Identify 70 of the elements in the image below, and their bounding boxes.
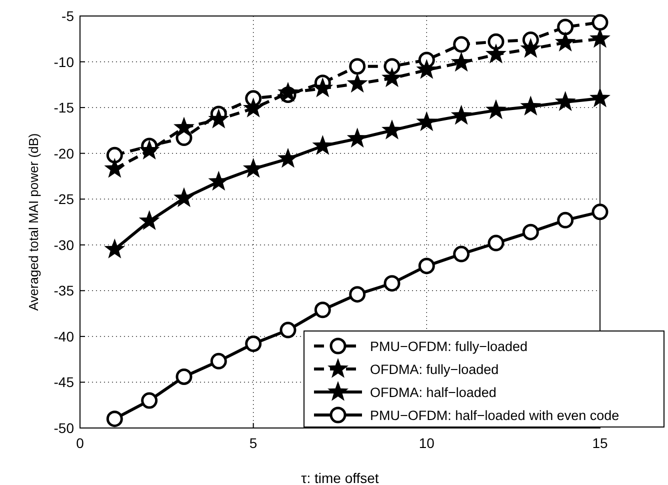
point <box>349 286 366 303</box>
point <box>210 352 227 370</box>
point <box>522 224 539 240</box>
point <box>346 128 368 148</box>
point <box>278 148 298 168</box>
point <box>382 119 402 140</box>
point <box>486 43 506 64</box>
point <box>278 82 298 102</box>
point <box>346 72 368 93</box>
y-tick-label: -45 <box>54 374 74 390</box>
point <box>450 52 472 72</box>
y-axis-title: Averaged total MAI power (dB) <box>26 133 41 311</box>
x-tick-label: 0 <box>76 435 84 451</box>
y-tick-label: -50 <box>54 420 74 436</box>
point <box>176 368 192 385</box>
point <box>520 38 542 58</box>
y-tick-label: -40 <box>54 328 74 344</box>
y-tick-label: -15 <box>54 100 74 116</box>
legend-label: OFDMA: half−loaded <box>370 385 496 400</box>
point <box>349 58 366 75</box>
point <box>554 32 576 52</box>
point <box>138 140 160 160</box>
point <box>453 246 470 262</box>
x-tick-label: 5 <box>249 435 258 451</box>
x-tick-label: 10 <box>418 435 435 451</box>
point <box>382 67 402 88</box>
point <box>245 336 262 352</box>
point <box>174 187 194 208</box>
y-tick-label: -10 <box>54 54 74 70</box>
point <box>312 135 334 155</box>
point <box>314 302 331 318</box>
point <box>486 99 506 120</box>
point <box>557 212 574 228</box>
point <box>520 96 542 116</box>
point <box>416 59 438 79</box>
point <box>280 322 296 338</box>
point <box>488 234 504 252</box>
legend-label: OFDMA: fully−loaded <box>370 362 499 377</box>
point <box>416 111 438 132</box>
point <box>384 58 400 75</box>
legend-label: PMU−OFDM: fully−loaded <box>370 339 528 354</box>
point <box>106 146 123 164</box>
point <box>208 108 230 128</box>
y-tick-label: -5 <box>62 8 74 24</box>
point <box>104 238 126 258</box>
y-tick-label: -20 <box>54 145 74 162</box>
point <box>453 36 470 53</box>
point <box>590 28 610 48</box>
point <box>174 116 194 137</box>
point <box>384 275 400 292</box>
point <box>312 77 334 98</box>
point <box>592 204 608 220</box>
point <box>104 158 126 178</box>
x-tick-label: 15 <box>592 435 608 451</box>
legend-label: PMU−OFDM: half−loaded with even code <box>370 408 620 423</box>
point <box>590 87 610 108</box>
point <box>141 392 158 409</box>
point <box>557 18 574 36</box>
point <box>242 97 264 118</box>
y-tick-label: -35 <box>54 282 74 299</box>
point <box>488 33 504 50</box>
point <box>418 258 435 274</box>
y-tick-label: -25 <box>54 191 74 208</box>
point <box>138 210 160 230</box>
point <box>554 91 576 111</box>
point <box>592 14 608 31</box>
y-tick-label: -30 <box>54 236 74 253</box>
point <box>106 410 123 428</box>
x-axis-title: τ: time offset <box>301 470 379 485</box>
point <box>450 104 472 125</box>
